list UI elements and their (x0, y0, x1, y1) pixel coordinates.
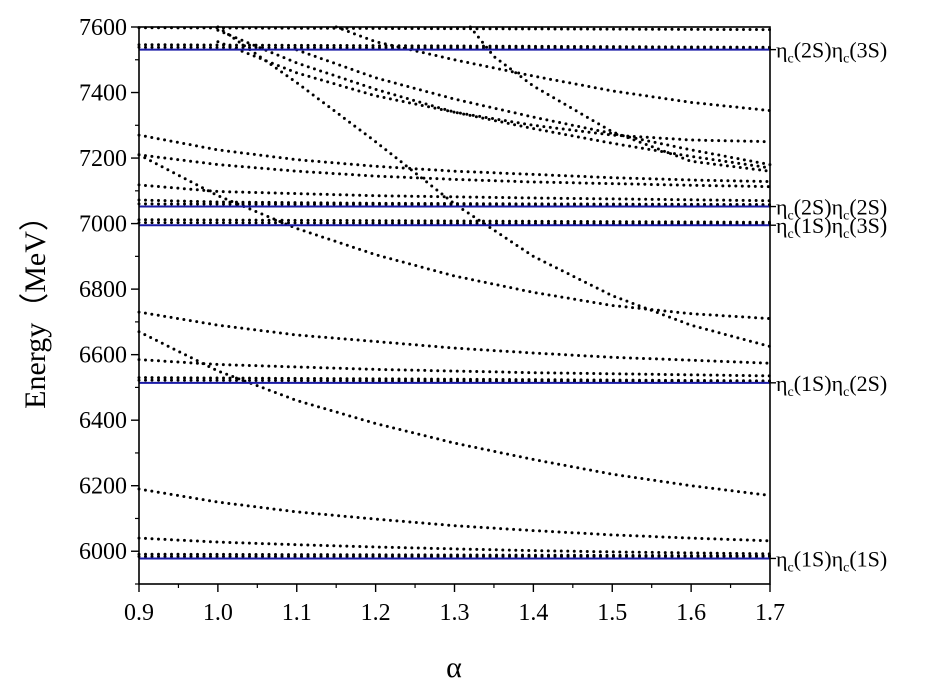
series-5-line (137, 330, 772, 497)
x-tick-label-8: 1.7 (755, 600, 785, 626)
series-2-line (137, 552, 772, 558)
x-tick-label-4: 1.3 (440, 600, 470, 626)
series-9-line (137, 310, 772, 365)
y-tick-label-8: 7600 (79, 15, 127, 41)
series-26-line (216, 25, 772, 348)
series-11-line (137, 221, 772, 226)
threshold-label-5: ηc(2S)ηc(3S) (776, 38, 887, 67)
y-tick-label-4: 6800 (79, 277, 127, 303)
threshold-label-1: ηc(1S)ηc(1S) (776, 546, 887, 575)
x-tick-label-6: 1.5 (597, 600, 627, 626)
series-12-line (137, 218, 772, 224)
series-17-line (137, 133, 772, 184)
series-25-line (468, 25, 772, 173)
y-tick-label-3: 6600 (79, 343, 127, 369)
y-tick-label-0: 6000 (79, 539, 127, 565)
series-14-line (137, 198, 772, 207)
y-tick-label-2: 6400 (79, 408, 127, 434)
x-tick-label-2: 1.1 (282, 600, 312, 626)
data-layer (137, 25, 772, 560)
series-6-line (137, 378, 772, 384)
series-13-line (137, 202, 772, 207)
labels-layer: ηc(1S)ηc(1S)ηc(1S)ηc(2S)ηc(1S)ηc(3S)ηc(2… (79, 15, 887, 626)
y-tick-label-6: 7200 (79, 146, 127, 172)
series-22-line (295, 48, 772, 167)
threshold-label-2: ηc(1S)ηc(2S) (776, 371, 887, 400)
ticks-layer (131, 26, 776, 592)
series-21-line (216, 40, 772, 144)
series-18-line (137, 45, 772, 51)
series-16-line (137, 153, 772, 189)
series-23-line (216, 28, 772, 170)
x-tick-label-0: 0.9 (124, 600, 154, 626)
threshold-label-4: ηc(2S)ηc(2S) (776, 195, 887, 224)
series-19-line (137, 43, 772, 49)
series-4-line (137, 487, 772, 543)
x-axis-title: α (446, 651, 462, 684)
series-20-line (137, 26, 772, 32)
series-3-line (137, 536, 772, 556)
x-tick-label-1: 1.0 (203, 600, 233, 626)
y-tick-label-1: 6200 (79, 474, 127, 500)
threshold-label-3: ηc(1S)ηc(3S) (776, 213, 887, 242)
series-15-line (137, 183, 772, 203)
series-24-line (334, 25, 772, 113)
x-tick-label-7: 1.6 (676, 600, 706, 626)
y-axis-title: Energy（MeV） (19, 201, 52, 409)
y-tick-label-7: 7400 (79, 81, 127, 107)
series-7-line (137, 376, 772, 383)
series-8-line (137, 358, 772, 378)
x-tick-label-3: 1.2 (361, 600, 391, 626)
y-tick-label-5: 7000 (79, 212, 127, 238)
x-tick-label-5: 1.4 (518, 600, 548, 626)
plot-frame (138, 26, 771, 585)
